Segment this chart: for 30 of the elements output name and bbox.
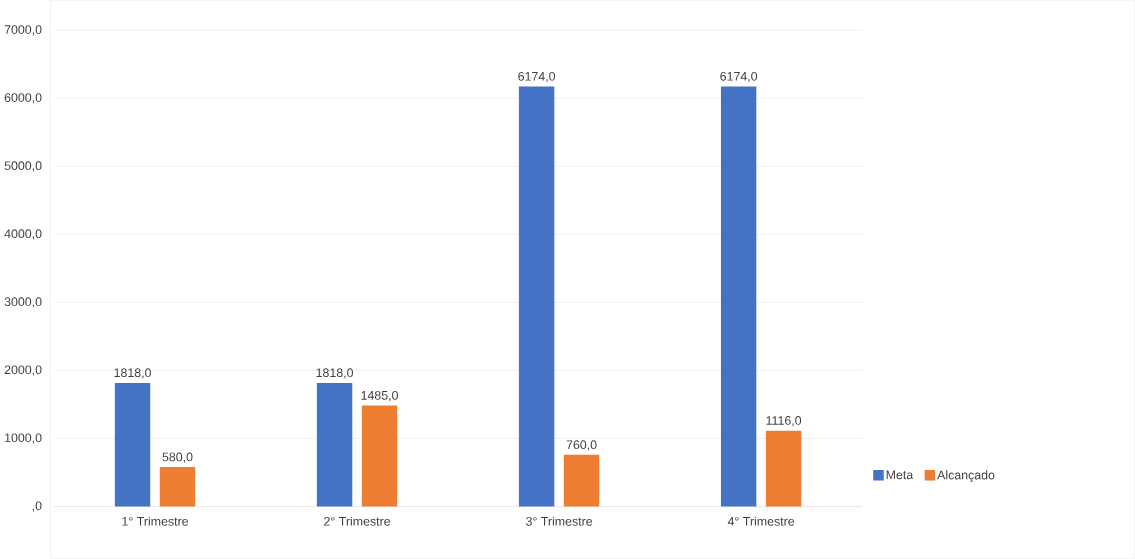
legend-label: Meta bbox=[886, 470, 914, 480]
data-label: 1818,0 bbox=[316, 368, 354, 379]
bar bbox=[720, 86, 757, 507]
bar bbox=[316, 382, 353, 507]
legend-label: Alcançado bbox=[937, 470, 995, 482]
bar bbox=[159, 467, 196, 507]
x-tick-label: 2° Trimestre bbox=[324, 516, 391, 526]
bar bbox=[361, 405, 398, 507]
data-label: 760,0 bbox=[566, 440, 597, 451]
y-tick-label: ,0 bbox=[32, 501, 42, 512]
data-label: 6174,0 bbox=[720, 71, 758, 83]
y-tick-label: 2000,0 bbox=[4, 365, 42, 376]
bar bbox=[518, 86, 555, 507]
y-tick-label: 6000,0 bbox=[4, 93, 42, 104]
data-label: 6174,0 bbox=[518, 71, 556, 83]
y-tick-label: 1000,0 bbox=[5, 433, 42, 444]
data-label: 1818,0 bbox=[114, 368, 151, 379]
x-tick-label: 4° Trimestre bbox=[727, 516, 795, 526]
bar bbox=[563, 454, 600, 507]
x-tick-label: 3° Trimestre bbox=[525, 516, 593, 526]
y-tick-label: 4000,0 bbox=[4, 229, 42, 240]
y-tick-label: 7000,0 bbox=[4, 25, 42, 36]
data-label: 580,0 bbox=[162, 452, 193, 463]
x-tick-label: 1° Trimestre bbox=[122, 516, 189, 526]
data-label: 1485,0 bbox=[361, 391, 398, 402]
y-tick-label: 3000,0 bbox=[4, 297, 42, 308]
bar bbox=[765, 430, 802, 507]
data-label: 1116,0 bbox=[766, 416, 802, 427]
bar bbox=[114, 382, 151, 507]
y-tick-label: 5000,0 bbox=[4, 161, 42, 172]
